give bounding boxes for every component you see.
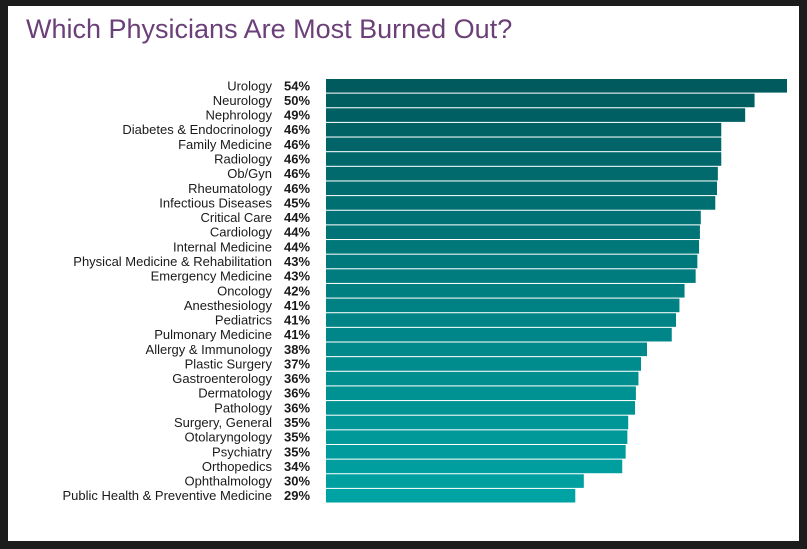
value-label-emergency-medicine: 43% [284,269,310,284]
category-label-anesthesiology: Anesthesiology [184,298,273,313]
bar-radiology [326,152,722,166]
bar-infectious-diseases [326,196,716,210]
category-label-pediatrics: Pediatrics [215,313,273,328]
bar-ophthalmology [326,474,584,488]
bar-otolaryngology [326,430,628,444]
category-label-family-medicine: Family Medicine [178,137,272,152]
category-label-radiology: Radiology [214,152,272,167]
category-label-infectious-diseases: Infectious Diseases [159,195,272,210]
category-label-cardiology: Cardiology [210,225,273,240]
bar-ob-gyn [326,166,718,181]
category-label-rheumatology: Rheumatology [188,181,272,196]
category-label-emergency-medicine: Emergency Medicine [151,269,272,284]
category-label-diabetes-endocrinology: Diabetes & Endocrinology [122,122,272,137]
bar-nephrology [326,108,746,122]
bar-plastic-surgery [326,357,642,371]
category-label-public-health-preventive-medicine: Public Health & Preventive Medicine [62,488,272,503]
value-label-nephrology: 49% [284,108,310,123]
value-label-internal-medicine: 44% [284,239,310,254]
category-label-nephrology: Nephrology [206,108,273,123]
category-label-pulmonary-medicine: Pulmonary Medicine [154,327,272,342]
bar-pediatrics [326,313,677,327]
value-label-infectious-diseases: 45% [284,195,310,210]
value-label-radiology: 46% [284,152,310,167]
value-label-family-medicine: 46% [284,137,310,152]
value-label-gastroenterology: 36% [284,371,310,386]
value-label-ophthalmology: 30% [284,474,310,489]
value-label-oncology: 42% [284,283,310,298]
bar-anesthesiology [326,298,680,313]
bar-rheumatology [326,181,717,196]
bar-psychiatry [326,445,626,459]
bar-chart: Urology 54% Neurology 50% Nephrology 49% Diabe… [62,78,787,503]
value-label-allergy-immunology: 38% [284,342,310,357]
category-label-gastroenterology: Gastroenterology [172,371,272,386]
value-label-surgery-general: 35% [284,415,310,430]
category-label-ob-gyn: Ob/Gyn [227,166,272,181]
category-label-plastic-surgery: Plastic Surgery [185,356,273,371]
bar-family-medicine [326,137,722,152]
chart-panel: Which Physicians Are Most Burned Out? Ur… [8,6,799,541]
category-label-surgery-general: Surgery, General [174,415,272,430]
category-label-dermatology: Dermatology [198,386,272,401]
category-label-pathology: Pathology [214,400,272,415]
value-label-plastic-surgery: 37% [284,356,310,371]
value-label-physical-medicine-rehabilitation: 43% [284,254,310,269]
bar-dermatology [326,386,636,401]
category-label-physical-medicine-rehabilitation: Physical Medicine & Rehabilitation [73,254,272,269]
chart-title: Which Physicians Are Most Burned Out? [26,14,513,44]
bar-surgery-general [326,415,629,430]
bar-urology [326,79,787,93]
category-label-allergy-immunology: Allergy & Immunology [146,342,273,357]
category-label-critical-care: Critical Care [200,210,272,225]
category-label-orthopedics: Orthopedics [202,459,273,474]
value-label-diabetes-endocrinology: 46% [284,122,310,137]
bar-pathology [326,401,636,415]
value-label-critical-care: 44% [284,210,310,225]
category-label-psychiatry: Psychiatry [212,444,272,459]
bar-diabetes-endocrinology [326,122,722,137]
category-label-neurology: Neurology [213,93,273,108]
value-label-dermatology: 36% [284,386,310,401]
value-label-ob-gyn: 46% [284,166,310,181]
value-label-pulmonary-medicine: 41% [284,327,310,342]
category-label-ophthalmology: Ophthalmology [185,474,273,489]
bar-physical-medicine-rehabilitation [326,254,698,269]
value-label-neurology: 50% [284,93,310,108]
value-label-pediatrics: 41% [284,313,310,328]
value-label-otolaryngology: 35% [284,430,310,445]
bar-oncology [326,283,685,298]
category-label-internal-medicine: Internal Medicine [173,239,272,254]
bar-allergy-immunology [326,342,647,357]
bar-internal-medicine [326,240,700,254]
bar-cardiology [326,225,700,239]
bar-orthopedics [326,459,623,474]
bar-public-health-preventive-medicine [326,488,576,503]
value-label-urology: 54% [284,78,310,93]
value-label-anesthesiology: 41% [284,298,310,313]
value-label-public-health-preventive-medicine: 29% [284,488,310,503]
value-label-pathology: 36% [284,400,310,415]
bar-emergency-medicine [326,269,696,283]
bar-pulmonary-medicine [326,327,672,342]
value-label-cardiology: 44% [284,225,310,240]
category-label-otolaryngology: Otolaryngology [185,430,273,445]
bar-gastroenterology [326,371,639,386]
bar-critical-care [326,210,701,225]
value-label-orthopedics: 34% [284,459,310,474]
category-label-urology: Urology [227,78,272,93]
category-label-oncology: Oncology [217,283,272,298]
value-label-rheumatology: 46% [284,181,310,196]
value-label-psychiatry: 35% [284,444,310,459]
bar-neurology [326,93,755,108]
